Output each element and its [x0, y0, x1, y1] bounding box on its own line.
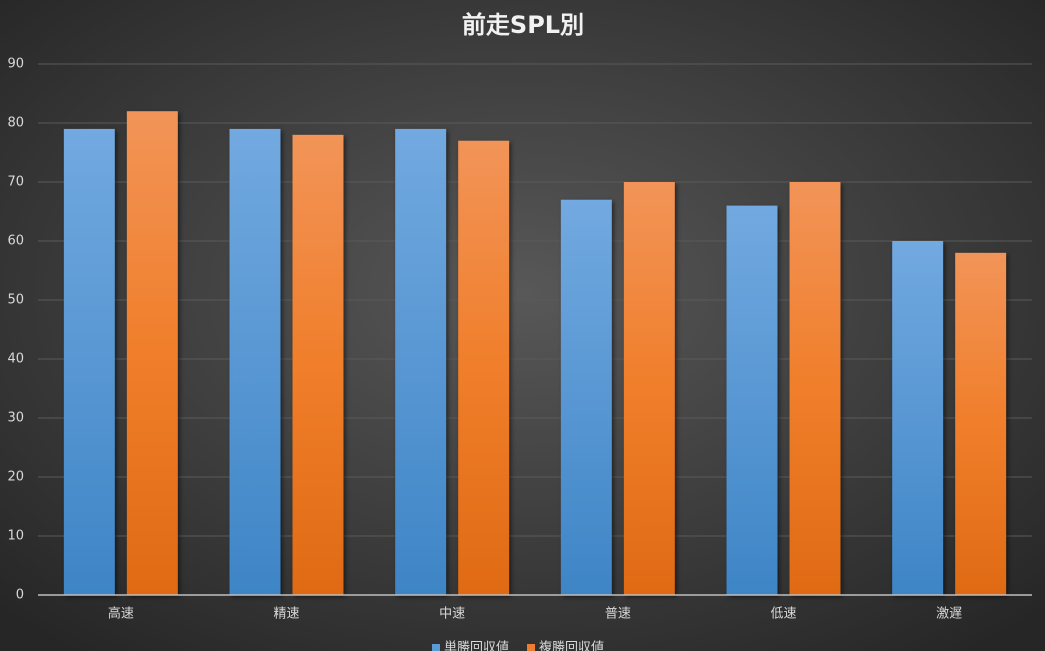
bar	[789, 182, 841, 595]
y-tick-label: 60	[7, 234, 24, 249]
y-tick-label: 90	[7, 57, 24, 72]
legend-label: 複勝回収値	[539, 640, 604, 651]
x-tick-label: 高速	[108, 606, 134, 622]
x-tick-label: 精速	[273, 607, 299, 622]
bar	[726, 205, 778, 595]
chart-title: 前走SPL別	[462, 11, 584, 39]
legend-swatch	[527, 644, 536, 651]
bar	[623, 182, 675, 595]
y-tick-label: 40	[7, 352, 24, 367]
x-tick-label: 激遅	[936, 607, 962, 622]
bar	[63, 128, 115, 595]
bar	[955, 252, 1007, 596]
x-tick-label: 普速	[605, 607, 631, 622]
legend-swatch	[432, 644, 440, 651]
bar	[292, 134, 344, 596]
y-tick-label: 50	[7, 293, 24, 308]
x-tick-label: 低速	[770, 607, 796, 622]
bar	[229, 128, 281, 595]
bar	[892, 241, 944, 595]
y-tick-label: 70	[7, 175, 24, 190]
bar	[395, 128, 447, 595]
bar	[126, 111, 178, 595]
y-tick-label: 80	[7, 116, 24, 131]
bar	[458, 140, 510, 595]
y-tick-label: 10	[7, 529, 24, 544]
y-tick-label: 30	[7, 411, 24, 426]
y-tick-label: 0	[16, 588, 24, 603]
x-tick-label: 中速	[439, 607, 465, 622]
legend-label: 単勝回収値	[444, 640, 509, 651]
y-tick-label: 20	[7, 470, 24, 485]
bar	[560, 199, 612, 595]
